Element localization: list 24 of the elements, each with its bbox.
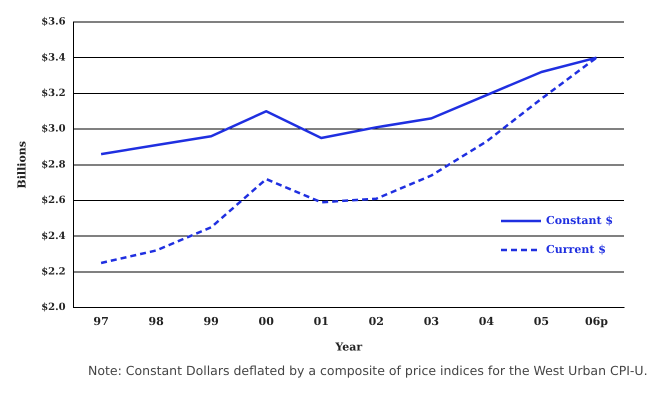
y-tick-label: $2.0 <box>41 302 66 314</box>
x-tick-label: 04 <box>478 315 494 328</box>
x-tick-label: 99 <box>204 315 219 328</box>
y-tick-label: $3.0 <box>41 124 66 135</box>
x-tick-label: 03 <box>424 315 439 328</box>
y-tick-label: $3.2 <box>41 88 66 99</box>
x-tick-label: 00 <box>258 315 274 328</box>
y-tick-label: $2.8 <box>41 159 66 170</box>
x-tick-label: 01 <box>314 315 329 328</box>
y-tick-label: $3.6 <box>41 16 66 28</box>
x-tick-label: 05 <box>534 315 550 328</box>
x-tick-label: 97 <box>93 315 109 328</box>
legend-label: Current $ <box>546 243 606 256</box>
legend-label: Constant $ <box>546 214 614 227</box>
y-tick-label: $2.6 <box>41 195 66 206</box>
x-tick-label: 06p <box>584 315 608 328</box>
text: Note: Constant Dollars deflated by a composite of price indices for the West Urban CPI-U. <box>87 362 649 379</box>
y-tick-label: $3.4 <box>41 52 66 64</box>
y-axis-title: Billions <box>15 141 28 189</box>
x-tick-label: 98 <box>148 315 164 328</box>
x-tick-label: 02 <box>368 315 384 328</box>
y-tick-label: $2.4 <box>41 230 66 242</box>
y-tick-label: $2.2 <box>41 266 66 278</box>
x-axis-title: Year <box>334 340 362 354</box>
